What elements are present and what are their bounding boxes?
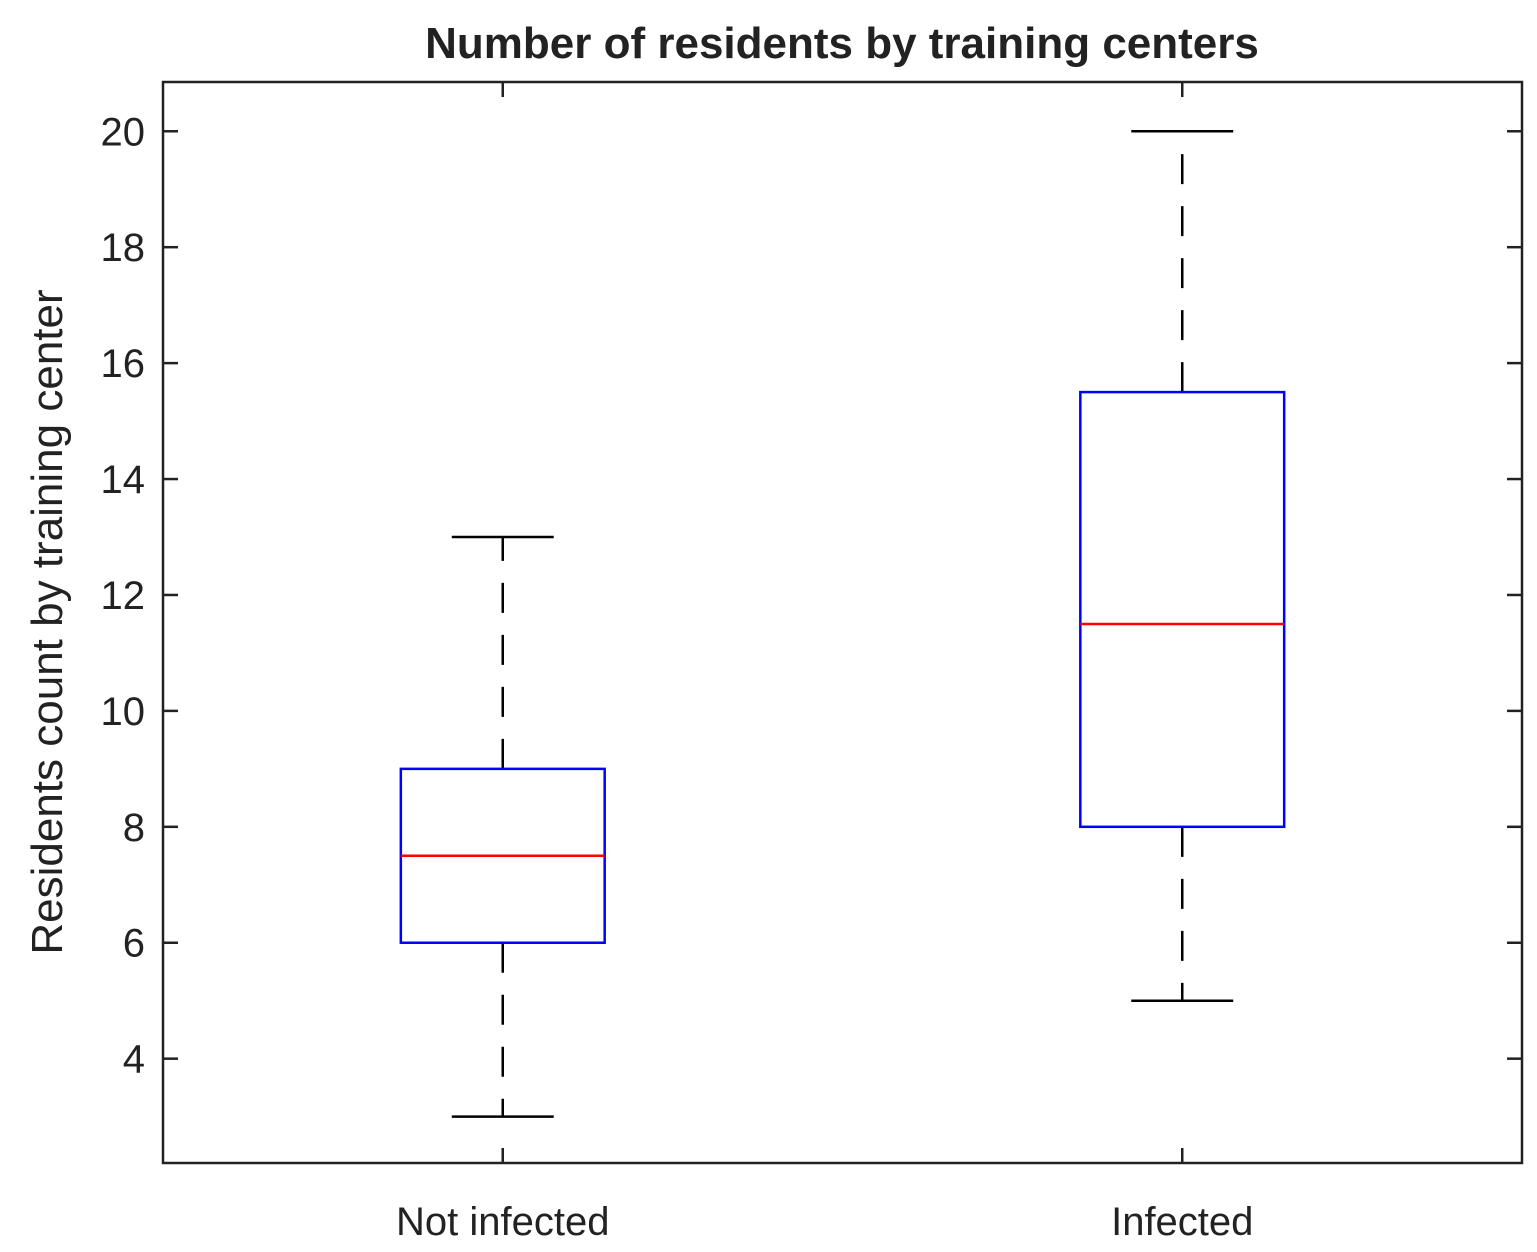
y-tick-label: 6 bbox=[123, 922, 145, 966]
box-group-not-infected bbox=[399, 535, 606, 1118]
y-tick-label: 8 bbox=[123, 806, 145, 850]
box-group-infected bbox=[1079, 130, 1286, 1002]
y-axis-label: Residents count by training center bbox=[23, 289, 72, 954]
x-tick-label: Infected bbox=[1111, 1200, 1253, 1244]
y-tick-label: 14 bbox=[101, 458, 146, 502]
y-tick-label: 20 bbox=[101, 110, 146, 154]
y-tick-label: 4 bbox=[123, 1038, 145, 1082]
axes-frame bbox=[161, 80, 1524, 1165]
y-tick-label: 16 bbox=[101, 342, 146, 386]
y-tick-label: 12 bbox=[101, 574, 146, 618]
y-tick-label: 10 bbox=[101, 690, 146, 734]
plot-area: 4 6 8 10 12 14 16 18 20 Not infected Infected bbox=[101, 82, 1522, 1244]
chart-title: Number of residents by training centers bbox=[425, 19, 1259, 68]
x-tick-label: Not infected bbox=[396, 1200, 609, 1244]
iqr-box bbox=[1079, 390, 1286, 829]
y-tick-label: 18 bbox=[101, 226, 146, 270]
